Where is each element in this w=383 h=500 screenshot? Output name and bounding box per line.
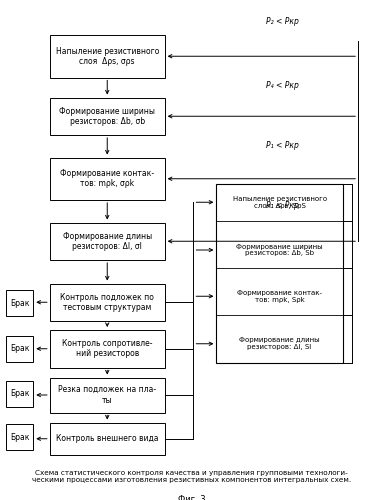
FancyBboxPatch shape	[6, 336, 33, 361]
Text: Резка подложек на пла-
ты: Резка подложек на пла- ты	[58, 386, 156, 404]
FancyBboxPatch shape	[6, 290, 33, 316]
FancyBboxPatch shape	[50, 378, 165, 412]
Text: Контроль подложек по
тестовым структурам: Контроль подложек по тестовым структурам	[60, 292, 154, 312]
Text: Брак: Брак	[10, 390, 29, 398]
Text: Формирование длины
резисторов: Δl, σl: Формирование длины резисторов: Δl, σl	[63, 232, 152, 251]
FancyBboxPatch shape	[50, 284, 165, 321]
Text: Брак: Брак	[10, 298, 29, 308]
FancyBboxPatch shape	[50, 330, 165, 368]
FancyBboxPatch shape	[50, 422, 165, 455]
Text: Брак: Брак	[10, 432, 29, 442]
FancyBboxPatch shape	[6, 381, 33, 407]
FancyBboxPatch shape	[50, 158, 165, 200]
Text: Контроль сопротивле-
ний резисторов: Контроль сопротивле- ний резисторов	[62, 339, 152, 358]
Text: P₂ < Pкр: P₂ < Pкр	[266, 18, 299, 26]
Text: Формирование контак-
тов: mρk, Sρk: Формирование контак- тов: mρk, Sρk	[237, 290, 322, 302]
Text: P₄ < Pкр: P₄ < Pкр	[266, 80, 299, 90]
Text: Формирование ширины
резисторов: Δb, σb: Формирование ширины резисторов: Δb, σb	[59, 106, 155, 126]
FancyBboxPatch shape	[50, 222, 165, 260]
Text: Формирование ширины
резисторов: Δb, Sb: Формирование ширины резисторов: Δb, Sb	[236, 244, 323, 256]
FancyBboxPatch shape	[6, 424, 33, 450]
Text: Напыление резистивного
слоя  Δρs, σρs: Напыление резистивного слоя Δρs, σρs	[56, 46, 159, 66]
Text: Фиг. 3: Фиг. 3	[178, 495, 205, 500]
FancyBboxPatch shape	[50, 35, 165, 78]
Text: Напыление резистивного
слоя: Δρs, SρS: Напыление резистивного слоя: Δρs, SρS	[232, 196, 327, 209]
Text: Схема статистического контроля качества и управления групповыми технологи-
чески: Схема статистического контроля качества …	[32, 470, 351, 483]
Text: P₁ < Pкр: P₁ < Pкр	[266, 140, 299, 149]
Text: Формирование длины
резисторов: Δl, Sl: Формирование длины резисторов: Δl, Sl	[239, 337, 320, 350]
Text: Контроль внешнего вида: Контроль внешнего вида	[56, 434, 159, 443]
FancyBboxPatch shape	[50, 98, 165, 135]
Text: P₁ < Pкр: P₁ < Pкр	[266, 200, 299, 209]
Text: Брак: Брак	[10, 344, 29, 353]
FancyBboxPatch shape	[216, 184, 343, 362]
Text: Формирование контак-
тов: mρk, σρk: Формирование контак- тов: mρk, σρk	[60, 169, 154, 188]
